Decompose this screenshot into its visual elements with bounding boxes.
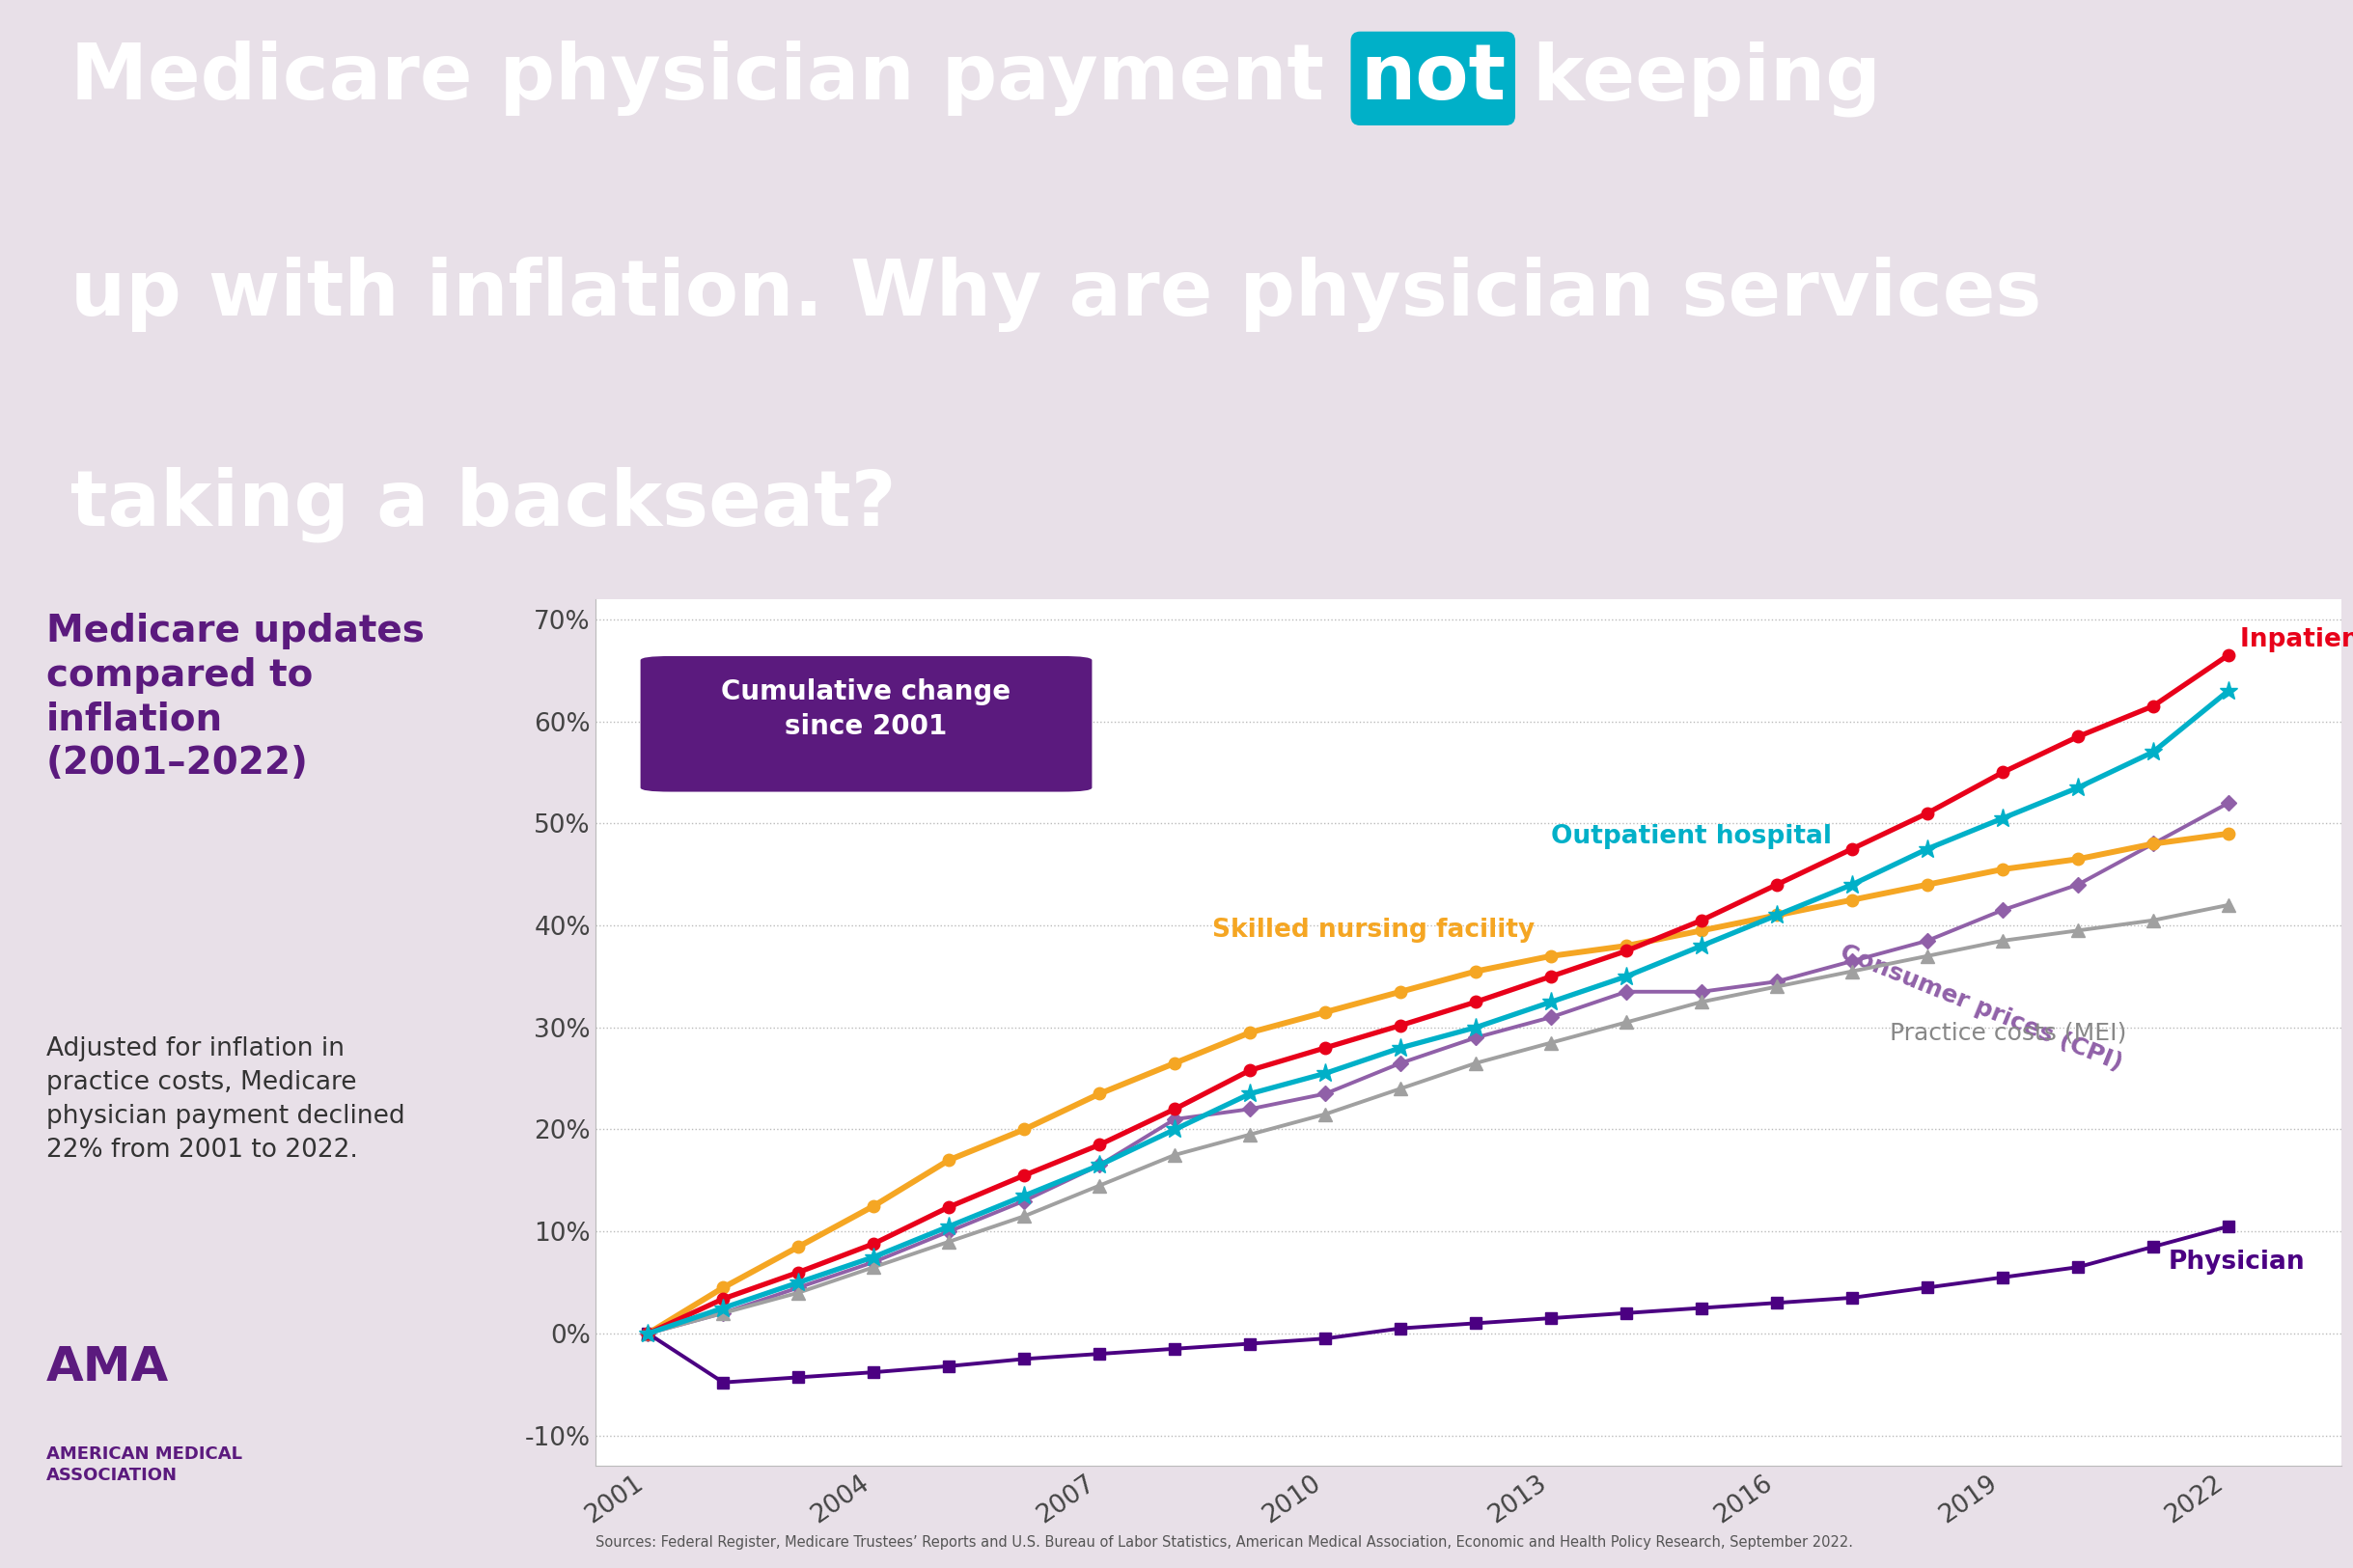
Text: AMERICAN MEDICAL
ASSOCIATION: AMERICAN MEDICAL ASSOCIATION (47, 1446, 242, 1485)
Text: Physician: Physician (2167, 1250, 2306, 1275)
Text: up with inflation. Why are physician services: up with inflation. Why are physician ser… (71, 257, 2042, 332)
Text: not: not (1360, 41, 1506, 116)
Text: Skilled nursing facility: Skilled nursing facility (1212, 917, 1534, 942)
Text: Inpatient hospital: Inpatient hospital (2240, 627, 2353, 652)
Text: keeping: keeping (1506, 41, 1882, 116)
Text: Adjusted for inflation in
practice costs, Medicare
physician payment declined
22: Adjusted for inflation in practice costs… (47, 1036, 405, 1162)
Text: Sources: Federal Register, Medicare Trustees’ Reports and U.S. Bureau of Labor S: Sources: Federal Register, Medicare Trus… (595, 1535, 1852, 1549)
Text: Outpatient hospital: Outpatient hospital (1551, 823, 1833, 848)
Text: taking a backseat?: taking a backseat? (71, 467, 896, 543)
FancyBboxPatch shape (640, 655, 1092, 792)
Text: Medicare physician payment is: Medicare physician payment is (71, 41, 1452, 116)
Text: Consumer prices (CPI): Consumer prices (CPI) (1838, 941, 2127, 1076)
Text: Medicare updates
compared to
inflation
(2001–2022): Medicare updates compared to inflation (… (47, 613, 424, 781)
Text: Practice costs (MEI): Practice costs (MEI) (1889, 1021, 2127, 1044)
Text: AMA: AMA (47, 1344, 169, 1391)
Text: Cumulative change
since 2001: Cumulative change since 2001 (722, 679, 1012, 740)
